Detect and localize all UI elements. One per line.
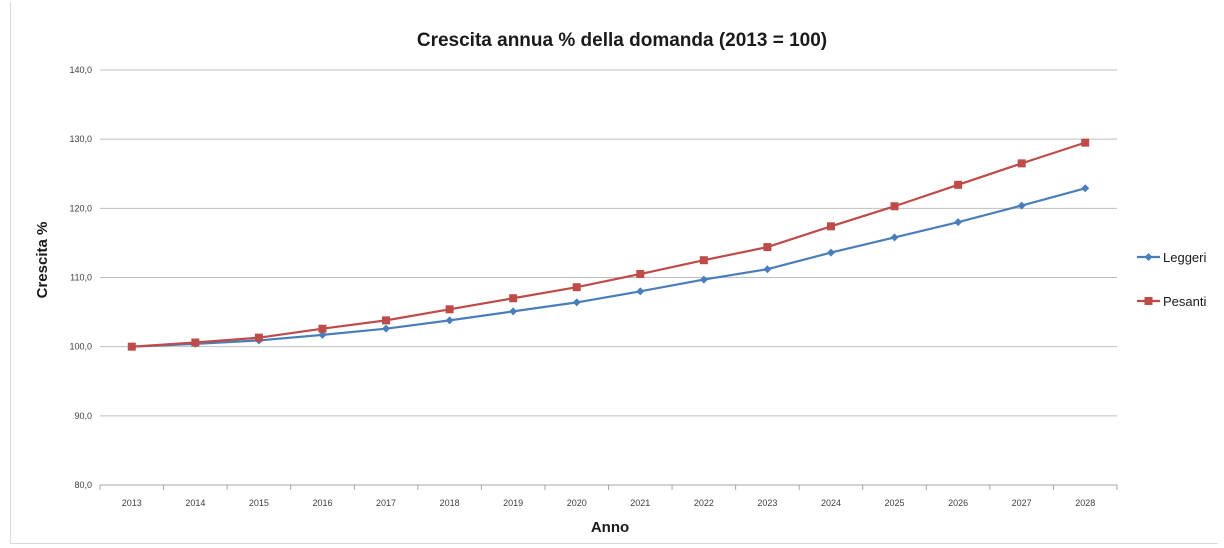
x-tick-label: 2026: [948, 498, 968, 508]
x-tick-label: 2015: [249, 498, 269, 508]
y-tick-label: 80,0: [74, 480, 92, 490]
x-tick-label: 2023: [757, 498, 777, 508]
data-point-pesanti: [1081, 138, 1090, 147]
x-tick-label: 2028: [1075, 498, 1095, 508]
chart-frame: [10, 2, 1218, 544]
data-point-pesanti: [636, 270, 645, 279]
series-line-pesanti: [131, 141, 1086, 348]
x-axis-ticks: 2013 2014 2015 2016 2017 2018 2019 2020 2021 2022…: [99, 485, 1118, 508]
data-point-pesanti: [572, 283, 581, 292]
data-point-pesanti: [382, 316, 391, 325]
legend: Leggeri Pesanti: [1137, 250, 1206, 309]
x-tick-label: 2022: [694, 498, 714, 508]
data-point-pesanti: [699, 256, 708, 265]
y-axis-title: Crescita %: [34, 222, 51, 299]
data-point-leggeri: [636, 287, 645, 296]
x-tick-label: 2019: [503, 498, 523, 508]
y-axis-ticks: 80,0 90,0 100,0 110,0 120,0 130,0 140,0: [69, 65, 92, 490]
x-tick-label: 2021: [630, 498, 650, 508]
y-tick-label: 140,0: [69, 65, 92, 75]
data-point-pesanti: [763, 243, 772, 252]
data-point-pesanti: [509, 294, 518, 303]
data-point-leggeri: [890, 233, 899, 242]
legend-label-pesanti: Pesanti: [1163, 294, 1206, 309]
x-axis-title: Anno: [591, 519, 629, 536]
data-point-leggeri: [382, 324, 391, 333]
legend-label-leggeri: Leggeri: [1163, 250, 1206, 265]
data-point-pesanti: [254, 333, 263, 342]
x-tick-label: 2014: [185, 498, 205, 508]
x-tick-label: 2027: [1012, 498, 1032, 508]
x-tick-label: 2020: [567, 498, 587, 508]
y-tick-label: 90,0: [74, 411, 92, 421]
series-line-leggeri: [131, 187, 1086, 348]
x-tick-label: 2016: [312, 498, 332, 508]
data-point-pesanti: [890, 202, 899, 211]
data-point-leggeri: [572, 298, 581, 307]
data-point-leggeri: [318, 330, 327, 339]
data-point-leggeri: [509, 307, 518, 316]
data-point-leggeri: [763, 265, 772, 274]
data-point-pesanti: [191, 338, 200, 347]
data-point-leggeri: [826, 248, 835, 257]
data-point-leggeri: [954, 218, 963, 227]
data-point-leggeri: [1017, 201, 1026, 210]
y-tick-label: 120,0: [69, 203, 92, 213]
gridlines: [100, 69, 1117, 486]
y-tick-label: 130,0: [69, 134, 92, 144]
x-tick-label: 2018: [440, 498, 460, 508]
x-tick-label: 2024: [821, 498, 841, 508]
data-point-leggeri: [699, 275, 708, 284]
data-point-pesanti: [318, 324, 327, 333]
x-tick-label: 2013: [122, 498, 142, 508]
data-point-leggeri: [1081, 184, 1090, 193]
legend-marker-leggeri: [1144, 253, 1153, 261]
y-tick-label: 110,0: [70, 273, 92, 283]
data-point-pesanti: [1017, 159, 1026, 168]
chart-title: Crescita annua % della domanda (2013 = 1…: [417, 30, 827, 51]
x-tick-label: 2025: [885, 498, 905, 508]
y-tick-label: 100,0: [69, 342, 92, 352]
x-tick-label: 2017: [376, 498, 396, 508]
series-lines: [131, 141, 1086, 348]
data-point-pesanti: [445, 305, 454, 314]
data-point-pesanti: [127, 342, 136, 351]
legend-marker-pesanti: [1144, 297, 1153, 305]
data-point-pesanti: [826, 222, 835, 231]
data-point-pesanti: [954, 180, 963, 189]
data-point-leggeri: [445, 316, 454, 325]
series-markers: [127, 138, 1090, 351]
